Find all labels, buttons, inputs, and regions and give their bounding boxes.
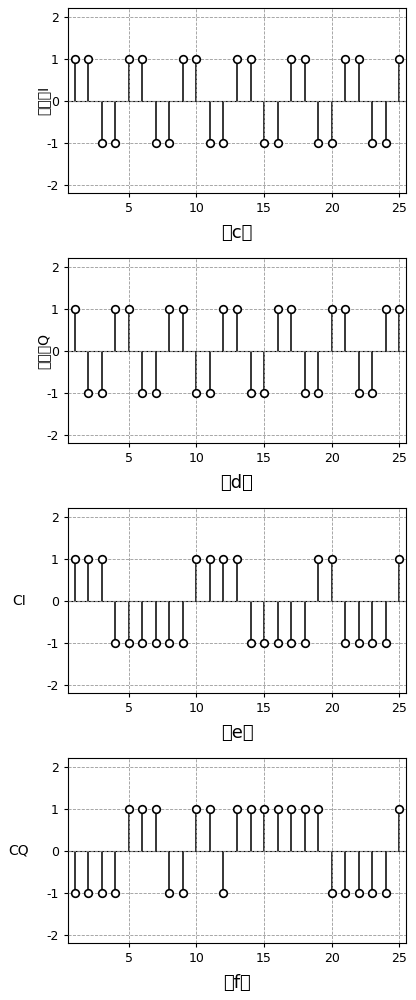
X-axis label: （f）: （f） xyxy=(223,974,251,992)
X-axis label: （e）: （e） xyxy=(221,724,253,742)
Y-axis label: 副载波I: 副载波I xyxy=(37,86,51,115)
Y-axis label: 副载波Q: 副载波Q xyxy=(37,333,51,369)
X-axis label: （c）: （c） xyxy=(221,224,253,242)
X-axis label: （d）: （d） xyxy=(220,474,253,492)
Y-axis label: CQ: CQ xyxy=(8,844,29,858)
Y-axis label: CI: CI xyxy=(12,594,25,608)
